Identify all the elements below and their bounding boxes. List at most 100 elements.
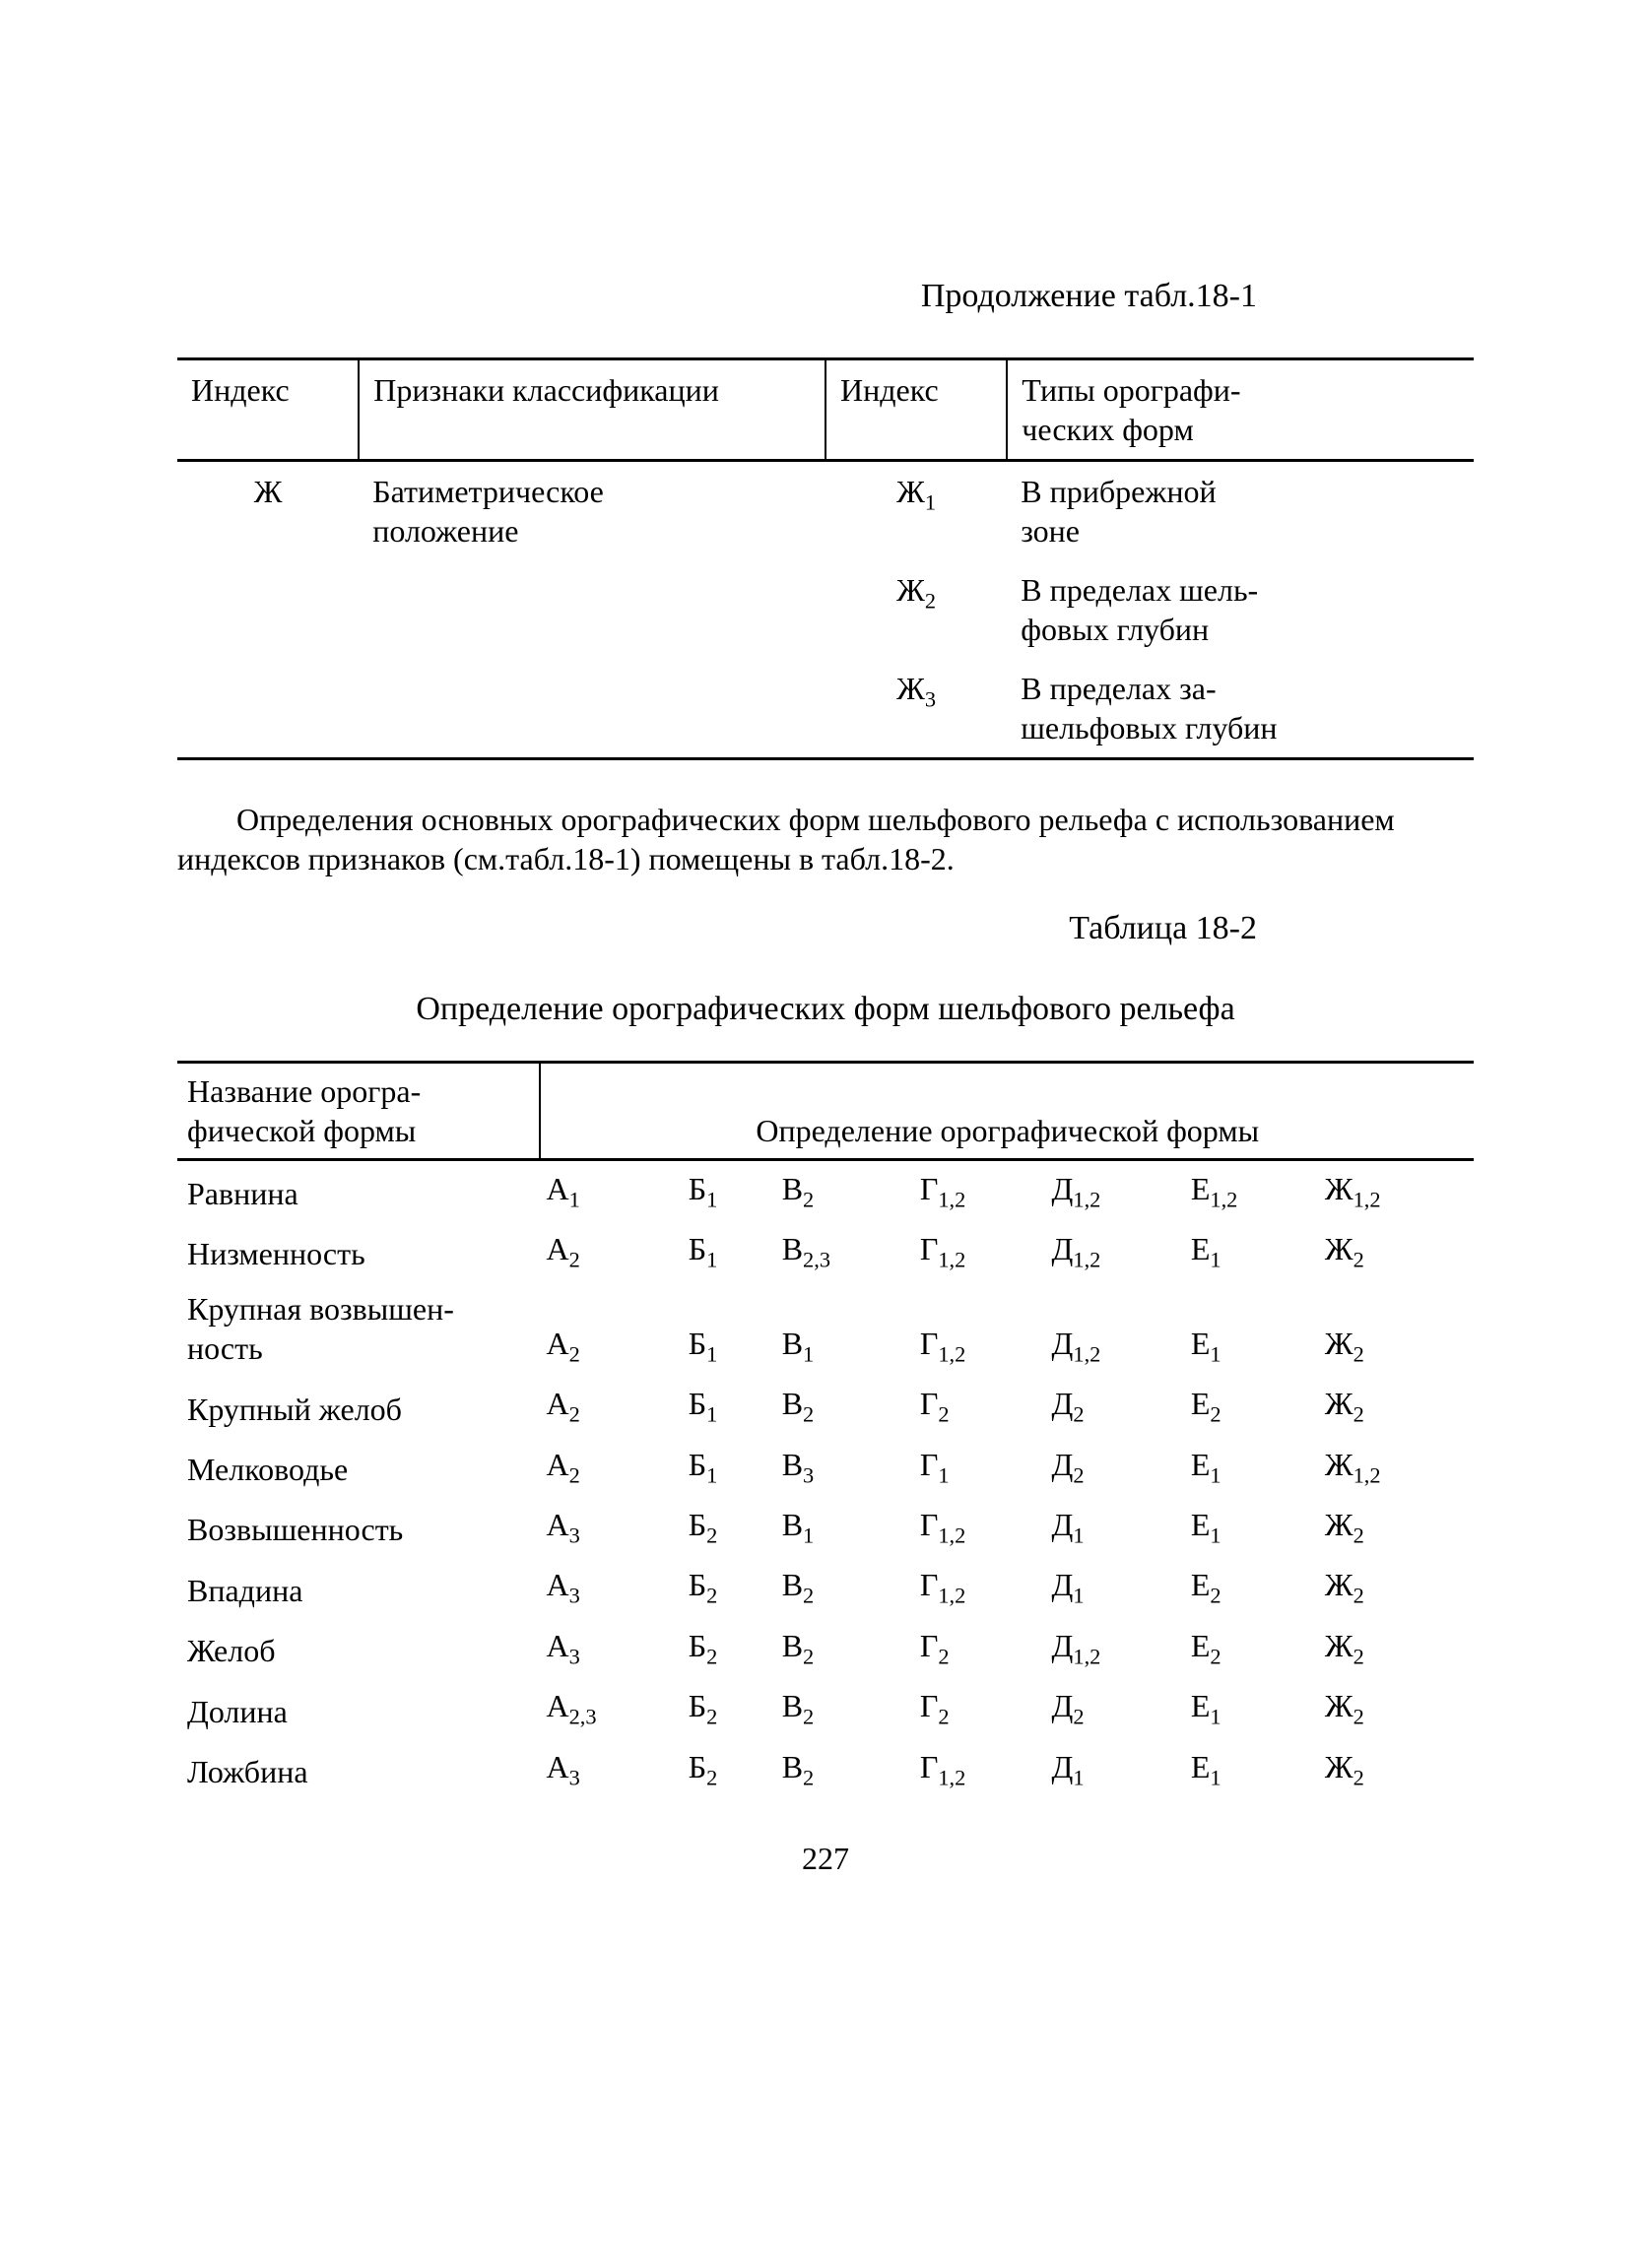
table2-cell-name: Мелководье <box>177 1437 540 1497</box>
table2-cell-index: В2 <box>776 1557 914 1617</box>
table1-cell-attribute <box>359 560 826 659</box>
table1-row: ЖБатиметрическоеположениеЖ1В прибрежнойз… <box>177 460 1474 560</box>
table1-row: Ж3В пределах за-шельфовых глубин <box>177 659 1474 759</box>
table2-cell-index: Е2 <box>1185 1376 1319 1436</box>
table1-cell-index-left <box>177 659 359 759</box>
table2-cell-index: Ж1,2 <box>1319 1159 1474 1221</box>
table2-cell-index: Г1,2 <box>914 1557 1046 1617</box>
paragraph-reference: Определения основных орографических форм… <box>177 800 1474 878</box>
table2-cell-index: В2 <box>776 1739 914 1799</box>
table2-cell-index: Ж2 <box>1319 1376 1474 1436</box>
table2-row: Крупный желобА2Б1В2Г2Д2Е2Ж2 <box>177 1376 1474 1436</box>
table2-number-caption: Таблица 18-2 <box>177 908 1474 950</box>
table2-cell-name: Впадина <box>177 1557 540 1617</box>
table2-cell-index: Е1 <box>1185 1281 1319 1376</box>
table2-cell-index: Б1 <box>683 1281 776 1376</box>
table2-cell-index: Д2 <box>1046 1437 1185 1497</box>
table2-cell-index: Ж1,2 <box>1319 1437 1474 1497</box>
table2-cell-index: А3 <box>540 1618 682 1678</box>
table1-col-3-header: Индекс <box>826 358 1007 460</box>
table1-col-2-header: Признаки классификации <box>359 358 826 460</box>
table2-cell-index: В2 <box>776 1678 914 1738</box>
table2-cell-index: Г1,2 <box>914 1497 1046 1557</box>
table2-cell-index: Г1,2 <box>914 1159 1046 1221</box>
table2-row: РавнинаА1Б1В2Г1,2Д1,2Е1,2Ж1,2 <box>177 1159 1474 1221</box>
table2-cell-index: Д1 <box>1046 1739 1185 1799</box>
table2-definition-header: Определение орографической формы <box>540 1062 1474 1159</box>
table1-cell-index-left <box>177 560 359 659</box>
table2-cell-index: Г1 <box>914 1437 1046 1497</box>
table2-cell-index: В3 <box>776 1437 914 1497</box>
table2-row: ЖелобА3Б2В2Г2Д1,2Е2Ж2 <box>177 1618 1474 1678</box>
table2-cell-name: Долина <box>177 1678 540 1738</box>
table2-cell-index: Ж2 <box>1319 1618 1474 1678</box>
table2-cell-index: Е1,2 <box>1185 1159 1319 1221</box>
table2-row: ДолинаА2,3Б2В2Г2Д2Е1Ж2 <box>177 1678 1474 1738</box>
table2-cell-index: А3 <box>540 1497 682 1557</box>
table2-cell-name: Крупная возвышен-ность <box>177 1281 540 1376</box>
table1-cell-attribute <box>359 659 826 759</box>
table2-cell-index: Е2 <box>1185 1618 1319 1678</box>
table1-cell-index-right: Ж2 <box>826 560 1007 659</box>
table2-cell-index: Б2 <box>683 1739 776 1799</box>
table2-cell-index: Г1,2 <box>914 1739 1046 1799</box>
table2-cell-index: Г2 <box>914 1678 1046 1738</box>
table2-cell-index: В2 <box>776 1618 914 1678</box>
table2-title-caption: Определение орографических форм шельфово… <box>177 989 1474 1031</box>
table2-cell-index: Д2 <box>1046 1678 1185 1738</box>
table1-continuation-caption: Продолжение табл.18-1 <box>177 276 1474 318</box>
table2-row: НизменностьА2Б1В2,3Г1,2Д1,2Е1Ж2 <box>177 1221 1474 1281</box>
table2-cell-index: Ж2 <box>1319 1557 1474 1617</box>
table2-cell-index: Д1 <box>1046 1557 1185 1617</box>
table2-cell-index: Е1 <box>1185 1678 1319 1738</box>
table2-cell-index: Ж2 <box>1319 1739 1474 1799</box>
table1-col-4-header: Типы орографи-ческих форм <box>1007 358 1474 460</box>
table2-cell-index: Ж2 <box>1319 1497 1474 1557</box>
table2-cell-index: Д1,2 <box>1046 1221 1185 1281</box>
table2-cell-index: Б2 <box>683 1678 776 1738</box>
table2-body: РавнинаА1Б1В2Г1,2Д1,2Е1,2Ж1,2Низменность… <box>177 1159 1474 1799</box>
table2-cell-index: Е2 <box>1185 1557 1319 1617</box>
table2-header-row: Название орогра-фической формы Определен… <box>177 1062 1474 1159</box>
table1-cell-type: В пределах шель-фовых глубин <box>1007 560 1474 659</box>
table2-cell-index: В1 <box>776 1281 914 1376</box>
table2-cell-index: А2 <box>540 1281 682 1376</box>
table2-cell-index: Б1 <box>683 1437 776 1497</box>
table2-cell-index: А2 <box>540 1437 682 1497</box>
table2-cell-index: А2,3 <box>540 1678 682 1738</box>
table2-cell-index: Д1,2 <box>1046 1618 1185 1678</box>
table2-name-header: Название орогра-фической формы <box>177 1062 540 1159</box>
table2-cell-index: Б2 <box>683 1497 776 1557</box>
table2-cell-index: Б1 <box>683 1376 776 1436</box>
table2-cell-name: Возвышенность <box>177 1497 540 1557</box>
table1-cell-index-left: Ж <box>177 460 359 560</box>
table1-body: ЖБатиметрическоеположениеЖ1В прибрежнойз… <box>177 460 1474 758</box>
table1-cell-index-right: Ж3 <box>826 659 1007 759</box>
table2-cell-index: Д1,2 <box>1046 1159 1185 1221</box>
table1-cell-type: В пределах за-шельфовых глубин <box>1007 659 1474 759</box>
table2-cell-index: А2 <box>540 1221 682 1281</box>
table1-col-1-header: Индекс <box>177 358 359 460</box>
table2-cell-index: Б1 <box>683 1221 776 1281</box>
table2-cell-index: Ж2 <box>1319 1281 1474 1376</box>
table2-cell-index: Д1,2 <box>1046 1281 1185 1376</box>
table2-row: МелководьеА2Б1В3Г1Д2Е1Ж1,2 <box>177 1437 1474 1497</box>
table2-cell-name: Желоб <box>177 1618 540 1678</box>
table2-cell-index: А1 <box>540 1159 682 1221</box>
table2-cell-name: Низменность <box>177 1221 540 1281</box>
table2-cell-index: Е1 <box>1185 1497 1319 1557</box>
table-18-1-continuation: Индекс Признаки классификации Индекс Тип… <box>177 357 1474 760</box>
table2-cell-index: Б1 <box>683 1159 776 1221</box>
table1-cell-type: В прибрежнойзоне <box>1007 460 1474 560</box>
table2-cell-index: Ж2 <box>1319 1678 1474 1738</box>
page: Продолжение табл.18-1 Индекс Признаки кл… <box>0 0 1651 2268</box>
table2-row: ВпадинаА3Б2В2Г1,2Д1Е2Ж2 <box>177 1557 1474 1617</box>
table2-cell-index: Е1 <box>1185 1437 1319 1497</box>
table2-cell-index: Е1 <box>1185 1739 1319 1799</box>
table2-cell-index: Г1,2 <box>914 1221 1046 1281</box>
table1-cell-attribute: Батиметрическоеположение <box>359 460 826 560</box>
table2-cell-index: Д2 <box>1046 1376 1185 1436</box>
table2-cell-index: А2 <box>540 1376 682 1436</box>
table2-cell-index: Г2 <box>914 1376 1046 1436</box>
table1-cell-index-right: Ж1 <box>826 460 1007 560</box>
